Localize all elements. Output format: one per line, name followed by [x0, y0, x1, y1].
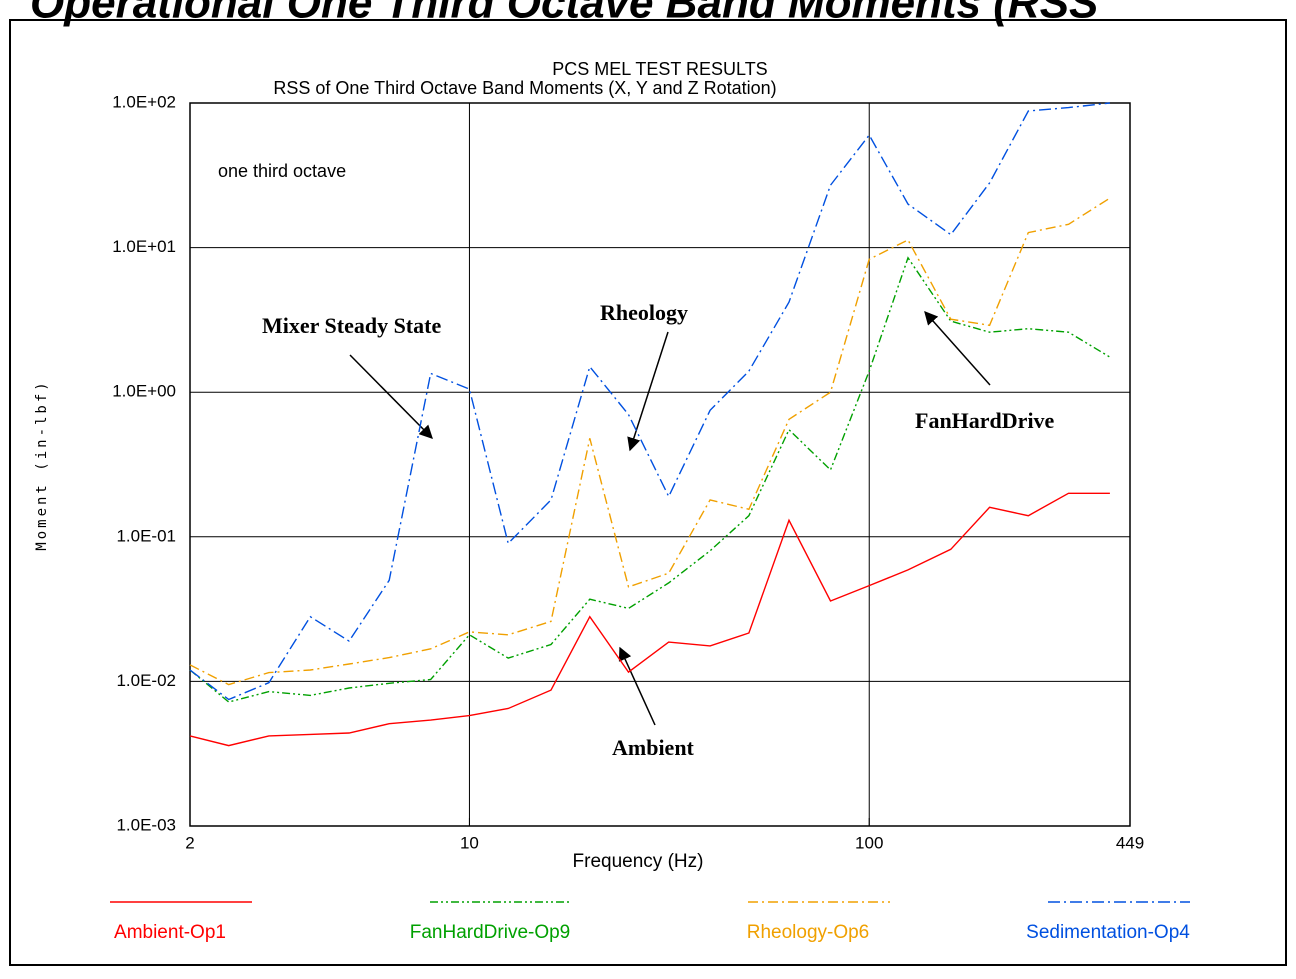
frame — [9, 19, 1287, 966]
series-line — [189, 256, 1111, 703]
arrows — [349, 310, 991, 726]
y-tick-label: 1.0E-01 — [116, 526, 176, 545]
annotation: FanHardDrive — [915, 408, 1055, 433]
x-axis-label: Frequency (Hz) — [573, 851, 704, 872]
legend-label: Ambient-Op1 — [114, 922, 226, 943]
arrow — [627, 331, 669, 452]
note: one third octave — [218, 161, 346, 181]
banner: Operational One Third Octave Band Moment… — [30, 0, 1098, 28]
y-tick-label: 1.0E+01 — [112, 237, 176, 256]
series-line — [189, 102, 1110, 701]
arrow — [924, 310, 991, 386]
grid — [189, 102, 1131, 827]
plot-frame — [189, 102, 1131, 827]
y-tick-label: 1.0E-03 — [116, 815, 176, 834]
x-tick-label: 100 — [855, 833, 883, 852]
arrow — [349, 354, 433, 439]
chart-subtitle: RSS of One Third Octave Band Moments (X,… — [273, 78, 776, 98]
series-line — [189, 197, 1111, 686]
y-tick-label: 1.0E+00 — [112, 382, 176, 401]
x-tick-label: 10 — [460, 833, 479, 852]
y-tick-label: 1.0E+02 — [112, 92, 176, 111]
legend-label: FanHardDrive-Op9 — [410, 922, 571, 943]
legend-label: Rheology-Op6 — [747, 922, 870, 943]
chart-title: PCS MEL TEST RESULTS — [552, 59, 767, 79]
y-axis-label: Moment (in-lbf) — [34, 379, 50, 550]
y-tick-label: 1.0E-02 — [116, 671, 176, 690]
x-tick-label: 2 — [185, 833, 194, 852]
legend-label: Sedimentation-Op4 — [1026, 922, 1190, 943]
annotation: Mixer Steady State — [262, 313, 441, 338]
series-line — [189, 492, 1110, 747]
annotation: Rheology — [600, 300, 688, 325]
arrow — [618, 646, 656, 726]
x-tick-label: 449 — [1116, 833, 1144, 852]
annotation: Ambient — [612, 735, 695, 760]
